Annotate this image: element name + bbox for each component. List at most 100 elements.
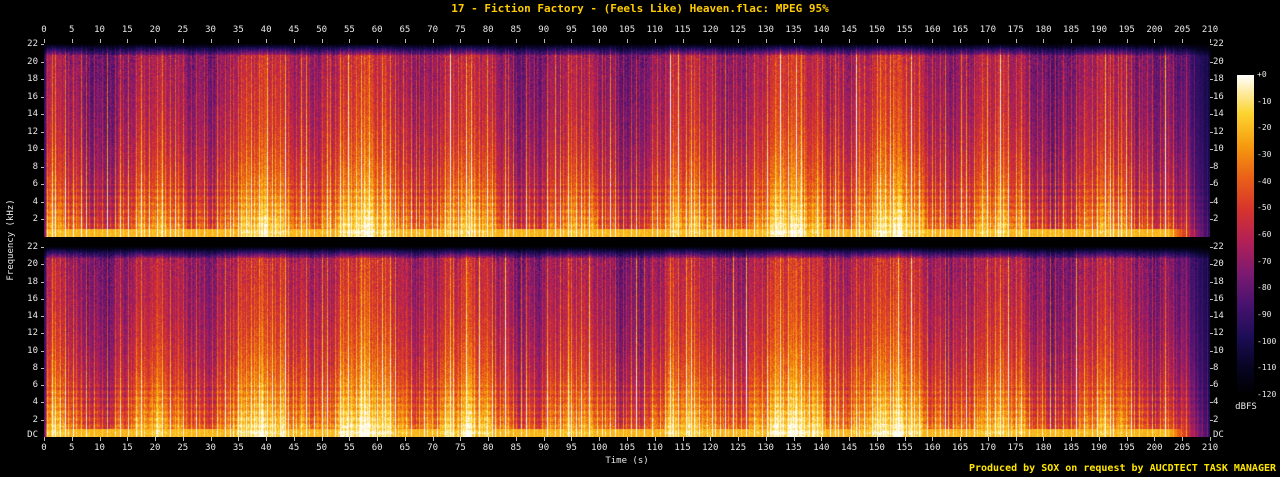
- time-tick-mark: [1210, 39, 1211, 43]
- time-tick-mark: [1098, 39, 1100, 43]
- time-tick-label: 45: [288, 443, 300, 453]
- time-tick-mark: [904, 437, 906, 441]
- time-tick-mark: [404, 39, 406, 43]
- freq-tick-label: 8: [32, 362, 38, 373]
- freq-tick-label: 8: [32, 161, 38, 172]
- time-tick-label: 210: [1201, 443, 1219, 453]
- freq-tick-mark: [1210, 61, 1213, 63]
- time-tick-mark: [321, 437, 323, 441]
- time-tick-mark: [1043, 39, 1045, 43]
- time-tick-label: 190: [1090, 443, 1108, 453]
- time-tick-label: 65: [399, 25, 411, 35]
- freq-tick-mark: [1210, 184, 1213, 186]
- time-tick-label: 165: [952, 443, 969, 453]
- time-tick-mark: [738, 437, 740, 441]
- time-tick-label: 95: [566, 25, 577, 35]
- time-tick-mark: [44, 437, 45, 441]
- time-tick-mark: [1126, 437, 1128, 441]
- time-tick-mark: [1182, 39, 1184, 43]
- freq-tick-label: 10: [27, 345, 38, 356]
- freq-tick-label: 6: [1213, 179, 1219, 190]
- time-tick-mark: [627, 39, 628, 43]
- time-tick-mark: [321, 39, 323, 43]
- legend-tick-label: -50: [1257, 203, 1272, 213]
- time-tick-mark: [99, 39, 101, 43]
- time-tick-mark: [1015, 437, 1017, 441]
- freq-tick-label: 14: [1213, 109, 1224, 120]
- time-tick-label: 0: [41, 25, 47, 35]
- time-tick-label: 175: [1007, 443, 1024, 453]
- time-tick-label: 120: [702, 25, 719, 35]
- time-tick-label: 130: [757, 25, 774, 35]
- legend-tick-label: -10: [1257, 96, 1272, 106]
- time-tick-mark: [432, 39, 434, 43]
- time-tick-label: 195: [1118, 443, 1135, 453]
- freq-tick-label: 10: [1213, 345, 1224, 356]
- time-tick-label: 10: [94, 25, 105, 35]
- time-tick-mark: [1015, 39, 1017, 43]
- time-tick-mark: [571, 437, 573, 441]
- legend-tick-label: -100: [1257, 336, 1277, 346]
- time-tick-mark: [1071, 437, 1073, 441]
- time-tick-label: 130: [757, 443, 774, 453]
- freq-tick-label: 20: [1213, 259, 1224, 270]
- time-tick-mark: [377, 437, 379, 441]
- time-tick-mark: [821, 39, 823, 43]
- freq-tick-mark: [1210, 96, 1213, 98]
- time-tick-mark: [627, 437, 628, 441]
- time-tick-label: 200: [1146, 25, 1163, 35]
- time-tick-mark: [849, 39, 851, 43]
- freq-tick-mark: [1210, 316, 1213, 318]
- freq-tick-mark: [1210, 79, 1213, 81]
- time-tick-label: 95: [566, 443, 577, 453]
- legend-tick-label: -40: [1257, 176, 1272, 186]
- freq-tick-mark: [1210, 219, 1213, 221]
- time-tick-label: 15: [121, 25, 133, 35]
- time-tick-label: 140: [813, 443, 830, 453]
- time-tick-label: 145: [840, 25, 858, 35]
- time-tick-mark: [682, 39, 684, 43]
- time-tick-label: 125: [729, 25, 747, 35]
- time-tick-label: 160: [924, 25, 941, 35]
- time-tick-label: 200: [1146, 443, 1163, 453]
- time-tick-label: 165: [952, 25, 969, 35]
- time-tick-mark: [515, 437, 517, 441]
- time-tick-label: 205: [1174, 25, 1191, 35]
- legend-tick-label: -80: [1257, 283, 1272, 293]
- time-tick-label: 50: [316, 25, 328, 35]
- time-tick-label: 25: [177, 443, 189, 453]
- time-tick-mark: [710, 39, 712, 43]
- freq-tick-label: 18: [1213, 276, 1224, 287]
- freq-tick-label: 20: [27, 56, 38, 67]
- time-tick-mark: [488, 437, 490, 441]
- time-tick-mark: [266, 39, 268, 43]
- time-tick-label: 120: [702, 443, 719, 453]
- time-tick-mark: [987, 39, 989, 43]
- time-tick-label: 100: [591, 443, 608, 453]
- time-tick-mark: [543, 39, 545, 43]
- time-tick-mark: [404, 437, 406, 441]
- freq-tick-mark: [1210, 44, 1213, 45]
- freq-tick-mark: [1210, 402, 1213, 404]
- time-tick-mark: [1126, 39, 1128, 43]
- freq-tick-label: 12: [1213, 328, 1224, 339]
- legend-tick-label: -70: [1257, 256, 1272, 266]
- time-tick-label: 185: [1063, 25, 1080, 35]
- legend-tick-label: -20: [1257, 123, 1272, 133]
- time-tick-mark: [793, 39, 795, 43]
- freq-tick-mark: [1210, 131, 1213, 133]
- legend-tick-label: -30: [1257, 150, 1272, 159]
- time-tick-mark: [182, 39, 184, 43]
- freq-tick-label: 18: [27, 74, 38, 85]
- freq-tick-label: 8: [1213, 161, 1219, 172]
- time-tick-mark: [876, 39, 878, 43]
- freq-tick-label: 4: [32, 397, 38, 408]
- time-tick-mark: [765, 437, 767, 441]
- time-tick-label: 115: [674, 443, 691, 453]
- time-tick-label: 90: [538, 25, 550, 35]
- legend-title: dBFS: [1235, 402, 1257, 412]
- time-tick-mark: [599, 437, 601, 441]
- time-tick-mark: [543, 437, 545, 441]
- legend-tick-label: -120: [1257, 390, 1277, 399]
- time-tick-mark: [765, 39, 767, 43]
